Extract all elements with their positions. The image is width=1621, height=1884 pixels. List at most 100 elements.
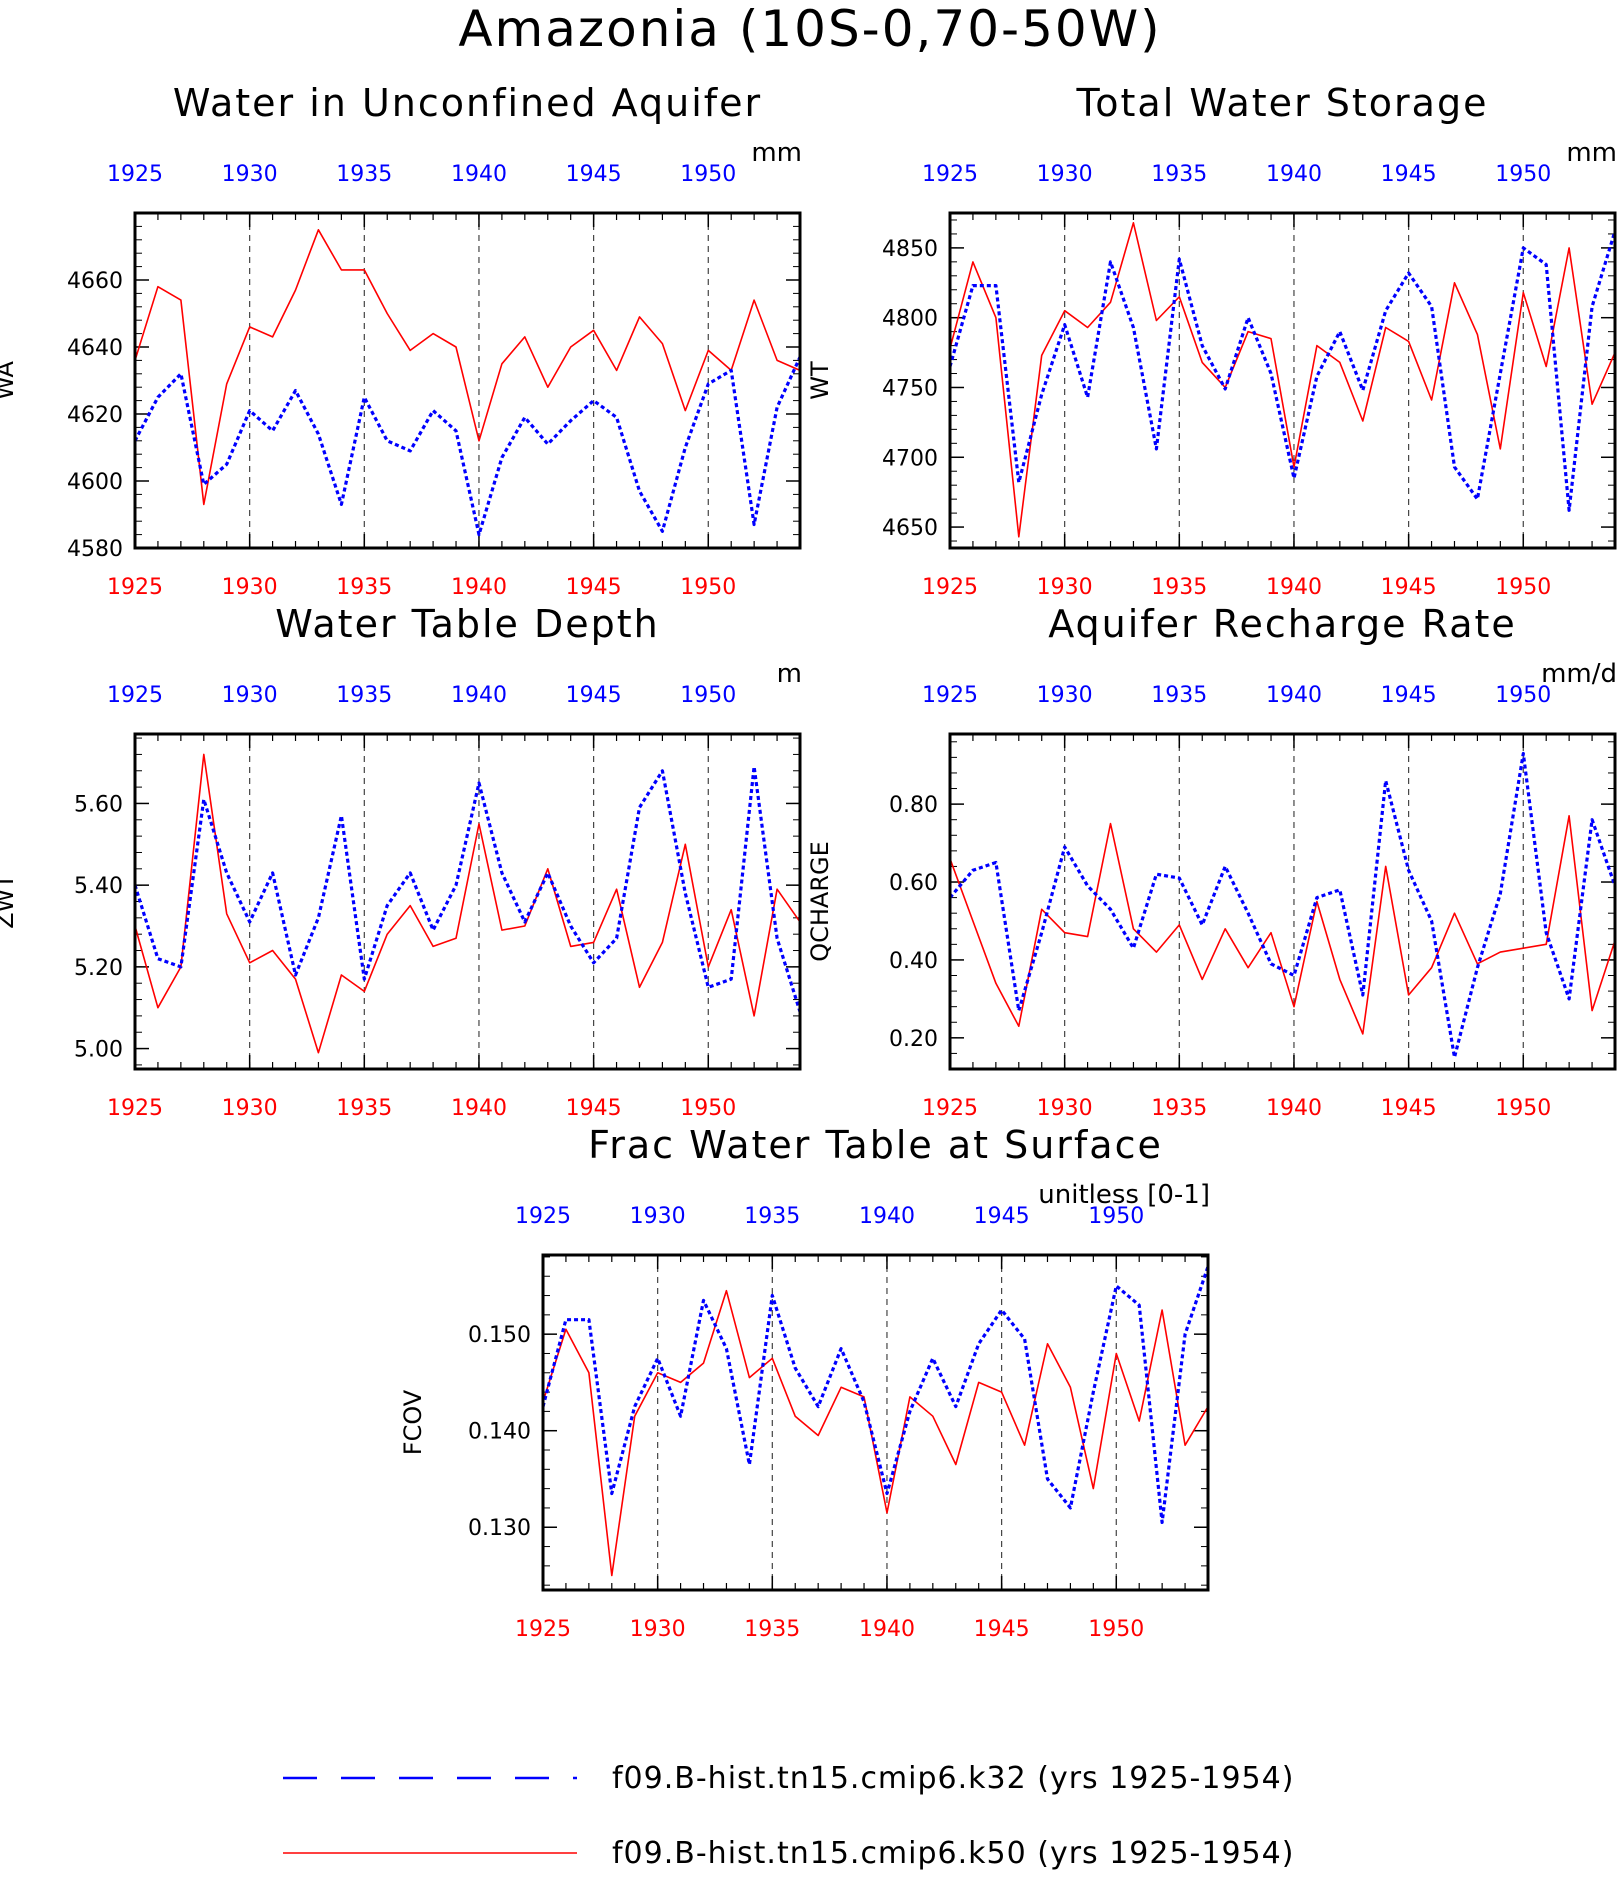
y-tick-label: 4580: [67, 537, 123, 562]
y-tick-label: 4620: [67, 403, 123, 428]
y-tick-label: 4640: [67, 336, 123, 361]
series-line-k32: [948, 230, 1617, 512]
x-tick-label-top: 1930: [630, 1204, 686, 1229]
y-tick-label: 4660: [67, 269, 123, 294]
x-tick-label-bottom: 1940: [1266, 1096, 1322, 1121]
x-tick-label-top: 1945: [974, 1204, 1030, 1229]
plot-frame: [133, 211, 802, 550]
y-tick-label: 0.150: [468, 1323, 531, 1348]
plot-frame: [948, 211, 1617, 550]
x-tick-label-bottom: 1950: [680, 1096, 736, 1121]
panel-1: Total Water Storage mm WT 4650 4700 4750 4800 4…: [806, 81, 1617, 600]
x-tick-label-top: 1945: [566, 683, 622, 708]
x-tick-label-bottom: 1950: [1088, 1617, 1144, 1642]
x-tick-label-top: 1950: [1495, 683, 1551, 708]
y-tick-label: 4600: [67, 470, 123, 495]
series-line-k32: [133, 356, 802, 537]
legend-label: f09.B-hist.tn15.cmip6.k32 (yrs 1925-1954…: [612, 1761, 1294, 1796]
plot-frame: [948, 732, 1617, 1071]
units-label: unitless [0-1]: [1038, 1180, 1210, 1210]
panel-title: Total Water Storage: [1076, 81, 1489, 125]
y-axis-label: WT: [806, 361, 834, 400]
y-tick-label: 5.00: [74, 1038, 123, 1063]
x-tick-label-top: 1940: [451, 162, 507, 187]
y-tick-label: 0.140: [468, 1420, 531, 1445]
x-tick-label-bottom: 1940: [1266, 575, 1322, 600]
x-tick-label-bottom: 1935: [336, 1096, 392, 1121]
x-tick-label-bottom: 1940: [451, 1096, 507, 1121]
x-tick-label-bottom: 1945: [566, 575, 622, 600]
legend-label: f09.B-hist.tn15.cmip6.k50 (yrs 1925-1954…: [612, 1836, 1294, 1871]
panel-3: Aquifer Recharge Rate mm/d QCHARGE 0.20 0.40…: [806, 602, 1617, 1121]
panel-4: Frac Water Table at Surface unitless [0-1…: [399, 1123, 1210, 1642]
y-axis-label: QCHARGE: [806, 841, 834, 962]
x-tick-label-top: 1945: [1381, 162, 1437, 187]
y-axis-label: WA: [0, 361, 19, 400]
figure-title: Amazonia (10S-0,70-50W): [458, 0, 1161, 58]
x-tick-label-top: 1930: [1037, 162, 1093, 187]
panel-title: Water in Unconfined Aquifer: [173, 81, 762, 125]
x-tick-label-bottom: 1935: [1151, 575, 1207, 600]
panel-title: Aquifer Recharge Rate: [1048, 602, 1517, 646]
x-tick-label-bottom: 1935: [336, 575, 392, 600]
y-tick-label: 0.130: [468, 1516, 531, 1541]
units-label: mm: [1566, 138, 1617, 168]
x-tick-label-bottom: 1945: [1381, 575, 1437, 600]
units-label: m: [777, 659, 802, 689]
x-tick-label-top: 1935: [744, 1204, 800, 1229]
y-tick-label: 5.60: [74, 792, 123, 817]
y-tick-label: 5.20: [74, 956, 123, 981]
x-tick-label-top: 1935: [336, 683, 392, 708]
y-tick-label: 4750: [882, 376, 938, 401]
plot-frame: [541, 1253, 1210, 1592]
panels: Water in Unconfined Aquifer mm WA 4580 4600 4…: [0, 81, 1617, 1642]
x-tick-label-bottom: 1950: [1495, 1096, 1551, 1121]
y-tick-label: 0.40: [889, 949, 938, 974]
series-line-k50: [949, 814, 1616, 1035]
series-line-k32: [541, 1266, 1210, 1525]
series-line-k50: [134, 229, 801, 506]
y-tick-label: 0.20: [889, 1027, 938, 1052]
x-tick-label-top: 1930: [1037, 683, 1093, 708]
x-tick-label-bottom: 1950: [1495, 575, 1551, 600]
x-tick-label-top: 1925: [107, 162, 163, 187]
x-tick-label-bottom: 1925: [107, 575, 163, 600]
panel-title: Water Table Depth: [275, 602, 660, 646]
y-tick-label: 5.40: [74, 874, 123, 899]
x-tick-label-bottom: 1925: [922, 1096, 978, 1121]
x-tick-label-top: 1925: [515, 1204, 571, 1229]
x-tick-label-bottom: 1945: [566, 1096, 622, 1121]
x-tick-label-top: 1930: [222, 683, 278, 708]
x-tick-label-top: 1930: [222, 162, 278, 187]
x-tick-label-bottom: 1930: [1037, 575, 1093, 600]
plot-frame: [133, 732, 802, 1071]
units-label: mm/d: [1541, 659, 1617, 689]
y-tick-label: 4800: [882, 307, 938, 332]
x-tick-label-bottom: 1935: [744, 1617, 800, 1642]
x-tick-label-top: 1950: [680, 683, 736, 708]
x-tick-label-bottom: 1945: [1381, 1096, 1437, 1121]
x-tick-label-top: 1935: [336, 162, 392, 187]
x-tick-label-top: 1945: [566, 162, 622, 187]
x-tick-label-top: 1940: [1266, 162, 1322, 187]
x-tick-label-top: 1935: [1151, 683, 1207, 708]
x-tick-label-bottom: 1930: [222, 1096, 278, 1121]
x-tick-label-top: 1950: [1495, 162, 1551, 187]
x-tick-label-top: 1950: [1088, 1204, 1144, 1229]
units-label: mm: [751, 138, 802, 168]
x-tick-label-bottom: 1930: [222, 575, 278, 600]
panel-title: Frac Water Table at Surface: [588, 1123, 1163, 1167]
x-tick-label-top: 1940: [451, 683, 507, 708]
x-tick-label-top: 1950: [680, 162, 736, 187]
x-tick-label-top: 1940: [859, 1204, 915, 1229]
series-line-k32: [133, 765, 802, 1013]
y-tick-label: 4700: [882, 446, 938, 471]
y-axis-label: FCOV: [399, 1389, 427, 1455]
y-tick-label: 0.80: [889, 793, 938, 818]
x-tick-label-bottom: 1935: [1151, 1096, 1207, 1121]
panel-0: Water in Unconfined Aquifer mm WA 4580 4600 4…: [0, 81, 802, 600]
x-tick-label-bottom: 1925: [922, 575, 978, 600]
series-line-k50: [949, 222, 1616, 538]
